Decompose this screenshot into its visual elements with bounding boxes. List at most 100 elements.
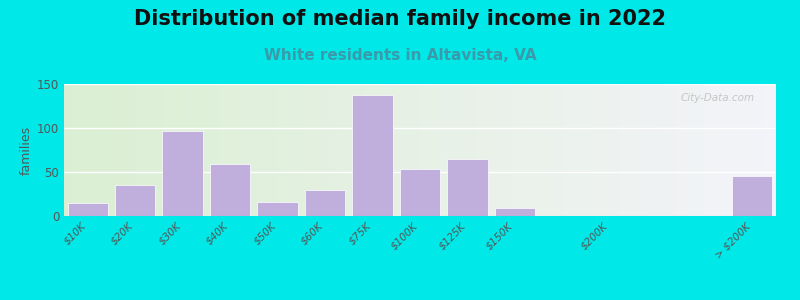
Bar xyxy=(467,84,470,216)
Bar xyxy=(766,84,769,216)
Bar xyxy=(275,84,278,216)
Bar xyxy=(489,84,491,216)
Bar xyxy=(396,84,398,216)
Bar xyxy=(607,84,610,216)
Bar xyxy=(470,84,472,216)
Bar xyxy=(67,203,108,216)
Bar xyxy=(496,84,498,216)
Bar xyxy=(309,84,311,216)
Bar xyxy=(270,84,273,216)
Bar xyxy=(90,84,93,216)
Bar xyxy=(380,84,382,216)
Bar xyxy=(166,84,169,216)
Bar xyxy=(111,84,114,216)
Bar xyxy=(258,84,261,216)
Bar xyxy=(648,84,650,216)
Bar xyxy=(754,84,757,216)
Bar xyxy=(591,84,594,216)
Bar xyxy=(570,84,572,216)
Bar xyxy=(382,84,385,216)
Bar xyxy=(76,84,78,216)
Bar xyxy=(102,84,104,216)
Bar xyxy=(121,84,123,216)
Bar xyxy=(133,84,135,216)
Bar xyxy=(646,84,648,216)
Bar xyxy=(297,84,299,216)
Bar xyxy=(732,176,773,216)
Bar xyxy=(643,84,646,216)
Bar xyxy=(162,84,164,216)
Bar xyxy=(285,84,287,216)
Bar xyxy=(415,84,418,216)
Bar xyxy=(337,84,339,216)
Bar xyxy=(622,84,624,216)
Bar xyxy=(123,84,126,216)
Bar xyxy=(674,84,676,216)
Bar xyxy=(162,130,203,216)
Bar xyxy=(667,84,669,216)
Bar xyxy=(211,84,214,216)
Bar xyxy=(71,84,74,216)
Bar xyxy=(190,84,192,216)
Bar xyxy=(394,84,396,216)
Bar xyxy=(439,84,442,216)
Bar xyxy=(456,84,458,216)
Bar xyxy=(109,84,111,216)
Bar xyxy=(210,164,250,216)
Bar xyxy=(375,84,378,216)
Bar xyxy=(204,84,206,216)
Bar xyxy=(332,84,334,216)
Bar xyxy=(572,84,574,216)
Bar xyxy=(228,84,230,216)
Bar xyxy=(491,84,494,216)
Bar xyxy=(93,84,95,216)
Bar xyxy=(292,84,294,216)
Bar xyxy=(574,84,577,216)
Bar xyxy=(690,84,693,216)
Bar xyxy=(594,84,596,216)
Bar xyxy=(769,84,771,216)
Bar xyxy=(115,185,155,216)
Bar xyxy=(702,84,705,216)
Bar xyxy=(235,84,238,216)
Bar xyxy=(226,84,228,216)
Bar xyxy=(251,84,254,216)
Bar xyxy=(318,84,320,216)
Bar xyxy=(391,84,394,216)
Bar xyxy=(126,84,128,216)
Bar xyxy=(173,84,175,216)
Bar xyxy=(254,84,256,216)
Bar xyxy=(719,84,722,216)
Bar xyxy=(650,84,653,216)
Bar xyxy=(88,84,90,216)
Bar xyxy=(736,84,738,216)
Bar xyxy=(135,84,138,216)
Bar xyxy=(434,84,437,216)
Bar xyxy=(363,84,366,216)
Bar xyxy=(244,84,246,216)
Bar xyxy=(344,84,346,216)
Bar xyxy=(238,84,240,216)
Bar xyxy=(400,169,440,216)
Bar xyxy=(602,84,605,216)
Bar xyxy=(306,84,309,216)
Bar xyxy=(762,84,764,216)
Bar xyxy=(619,84,622,216)
Bar xyxy=(494,84,496,216)
Bar xyxy=(180,84,182,216)
Bar xyxy=(147,84,150,216)
Bar xyxy=(771,84,774,216)
Bar xyxy=(422,84,425,216)
Bar xyxy=(403,84,406,216)
Bar xyxy=(636,84,638,216)
Bar xyxy=(358,84,361,216)
Bar xyxy=(757,84,759,216)
Bar xyxy=(693,84,695,216)
Bar xyxy=(506,84,508,216)
Bar xyxy=(714,84,717,216)
Bar xyxy=(683,84,686,216)
Bar xyxy=(322,84,325,216)
Bar xyxy=(320,84,322,216)
Bar xyxy=(536,84,538,216)
Bar xyxy=(302,84,304,216)
